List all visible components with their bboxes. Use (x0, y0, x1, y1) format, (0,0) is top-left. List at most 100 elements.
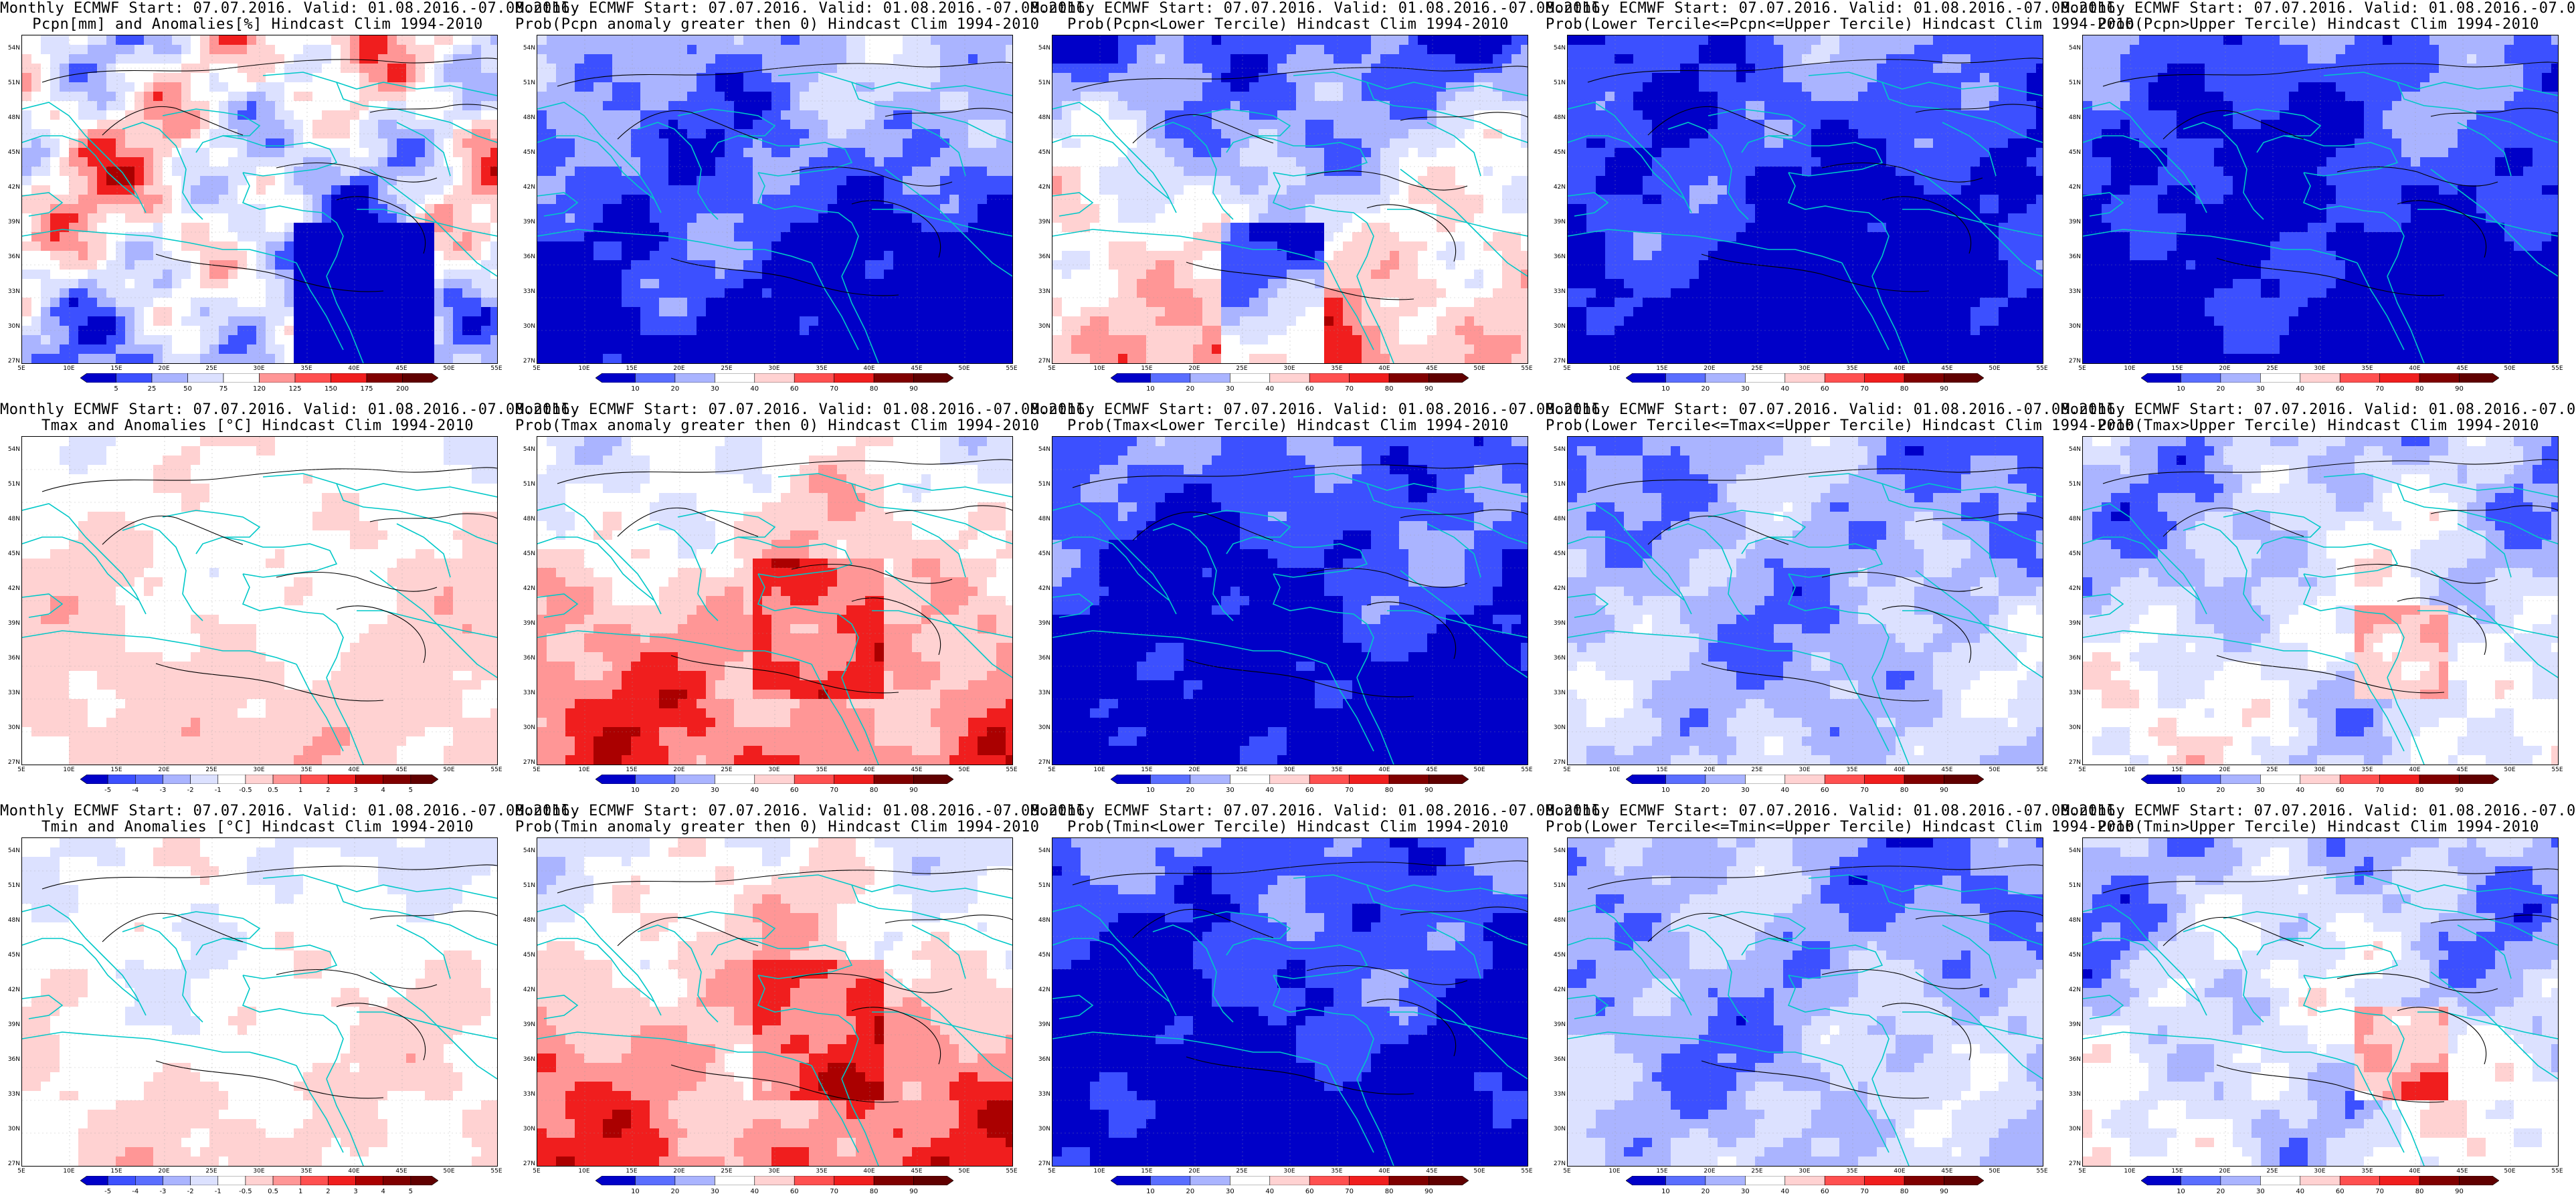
colorbar-tick-label: 5 (399, 787, 423, 794)
colorbar-tick-label: 40 (2288, 787, 2312, 794)
lat-label: 33N (1546, 288, 1566, 295)
colorbar-tick-label: 60 (782, 787, 806, 794)
lon-label: 5E (2072, 767, 2092, 773)
lon-label: 15E (2167, 365, 2187, 372)
lon-label: 5E (1042, 1168, 1062, 1175)
lon-label: 35E (812, 1168, 832, 1175)
panel-title-line2: Prob(Lower Tercile<=Tmin<=Upper Tercile)… (1546, 819, 2134, 836)
lat-label: 33N (1030, 1091, 1050, 1098)
colorbar-tick-label: 60 (1297, 385, 1321, 393)
lon-label: 5E (11, 767, 31, 773)
lon-label: 5E (527, 365, 547, 372)
colorbar-tick-label: 60 (1297, 1188, 1321, 1195)
map-field-svg (1568, 838, 2043, 1166)
lon-label: 10E (59, 767, 79, 773)
lat-label: 39N (0, 1021, 20, 1028)
colorbar-tick-label: 10 (1653, 1188, 1677, 1195)
colorbar (80, 775, 438, 784)
colorbar-tick-label: 40 (2288, 1188, 2312, 1195)
lon-label: 5E (11, 365, 31, 372)
lat-label: 33N (1546, 1091, 1566, 1098)
panel-title-line1: Monthly ECMWF Start: 07.07.2016. Valid: … (2061, 401, 2576, 419)
map-panel-tmin-prob-lower: Monthly ECMWF Start: 07.07.2016. Valid: … (1030, 803, 1609, 1204)
lon-label: 35E (1842, 767, 1862, 773)
colorbar-tick-label: 80 (1377, 1188, 1401, 1195)
colorbar-tick-label: 60 (782, 1188, 806, 1195)
colorbar-tick-label: 150 (319, 385, 343, 393)
lat-label: 51N (515, 882, 535, 889)
map-panel-tmax-prob-lower: Monthly ECMWF Start: 07.07.2016. Valid: … (1030, 401, 1609, 803)
colorbar-tick-label: -0.5 (234, 787, 258, 794)
forecast-map (1567, 436, 2043, 765)
lon-label: 55E (486, 365, 507, 372)
lon-label: 5E (2072, 1168, 2092, 1175)
lat-label: 36N (2061, 1056, 2081, 1063)
colorbar-tick-label: 2 (316, 787, 340, 794)
colorbar-tick-label: 90 (1932, 787, 1956, 794)
lon-label: 5E (11, 1168, 31, 1175)
colorbar-tick-label: 30 (2248, 1188, 2272, 1195)
colorbar-tick-label: 90 (902, 385, 926, 393)
lat-label: 48N (515, 516, 535, 522)
map-panel-tmax-prob-gt0: Monthly ECMWF Start: 07.07.2016. Valid: … (515, 401, 1094, 803)
colorbar-tick-label: 60 (782, 385, 806, 393)
lon-label: 25E (1747, 365, 1767, 372)
lon-label: 15E (106, 767, 126, 773)
lon-label: 25E (1232, 1168, 1252, 1175)
colorbar-tick-label: 70 (1853, 787, 1877, 794)
lon-label: 25E (2262, 365, 2282, 372)
lat-label: 36N (2061, 655, 2081, 662)
colorbar-tick-label: 80 (2407, 787, 2431, 794)
forecast-map (537, 35, 1013, 364)
colorbar-tick-label: 20 (1178, 1188, 1202, 1195)
lon-label: 40E (344, 1168, 364, 1175)
colorbar-tick-label: 200 (391, 385, 415, 393)
lon-label: 25E (201, 1168, 221, 1175)
colorbar (1626, 373, 1984, 383)
lat-label: 54N (1030, 45, 1050, 52)
lon-label: 25E (717, 365, 737, 372)
colorbar-tick-label: 0.5 (261, 1188, 285, 1195)
lat-label: 30N (515, 323, 535, 330)
map-field-svg (537, 35, 1012, 363)
lon-label: 5E (1557, 365, 1577, 372)
lon-label: 10E (2120, 1168, 2140, 1175)
map-field-svg (22, 35, 497, 363)
colorbar-tick-label: 80 (1892, 1188, 1916, 1195)
map-panel-pcpn-anom: Monthly ECMWF Start: 07.07.2016. Valid: … (0, 0, 579, 401)
lat-label: 27N (1030, 759, 1050, 766)
lat-label: 30N (0, 724, 20, 731)
lat-label: 45N (0, 550, 20, 557)
lon-label: 55E (2032, 1168, 2052, 1175)
colorbar-tick-label: -4 (123, 1188, 147, 1195)
lat-label: 39N (1030, 1021, 1050, 1028)
lon-label: 45E (907, 767, 927, 773)
colorbar-tick-label: 20 (1178, 385, 1202, 393)
lat-label: 48N (515, 114, 535, 121)
lat-label: 33N (2061, 1091, 2081, 1098)
lon-label: 45E (1937, 767, 1957, 773)
lon-label: 25E (717, 767, 737, 773)
lat-label: 33N (515, 288, 535, 295)
lat-label: 42N (515, 987, 535, 993)
lon-label: 50E (954, 1168, 974, 1175)
colorbar-tick-label: 120 (248, 385, 272, 393)
lat-label: 48N (2061, 917, 2081, 924)
lon-label: 40E (1890, 1168, 1910, 1175)
lat-label: 36N (1030, 655, 1050, 662)
lon-label: 5E (1557, 1168, 1577, 1175)
colorbar-tick-label: 10 (1138, 385, 1162, 393)
lon-label: 15E (1137, 1168, 1157, 1175)
lon-label: 45E (2452, 365, 2472, 372)
lat-label: 36N (0, 254, 20, 260)
forecast-map (21, 436, 498, 765)
map-field-svg (1568, 35, 2043, 363)
map-panel-pcpn-prob-middle: Monthly ECMWF Start: 07.07.2016. Valid: … (1546, 0, 2134, 401)
colorbar-tick-label: 4 (371, 1188, 395, 1195)
colorbar-tick-label: 20 (2209, 385, 2233, 393)
forecast-map (1052, 436, 1528, 765)
map-field-svg (22, 838, 497, 1166)
lat-label: 27N (1546, 1161, 1566, 1167)
map-panel-pcpn-prob-lower: Monthly ECMWF Start: 07.07.2016. Valid: … (1030, 0, 1609, 401)
lat-label: 51N (1030, 882, 1050, 889)
